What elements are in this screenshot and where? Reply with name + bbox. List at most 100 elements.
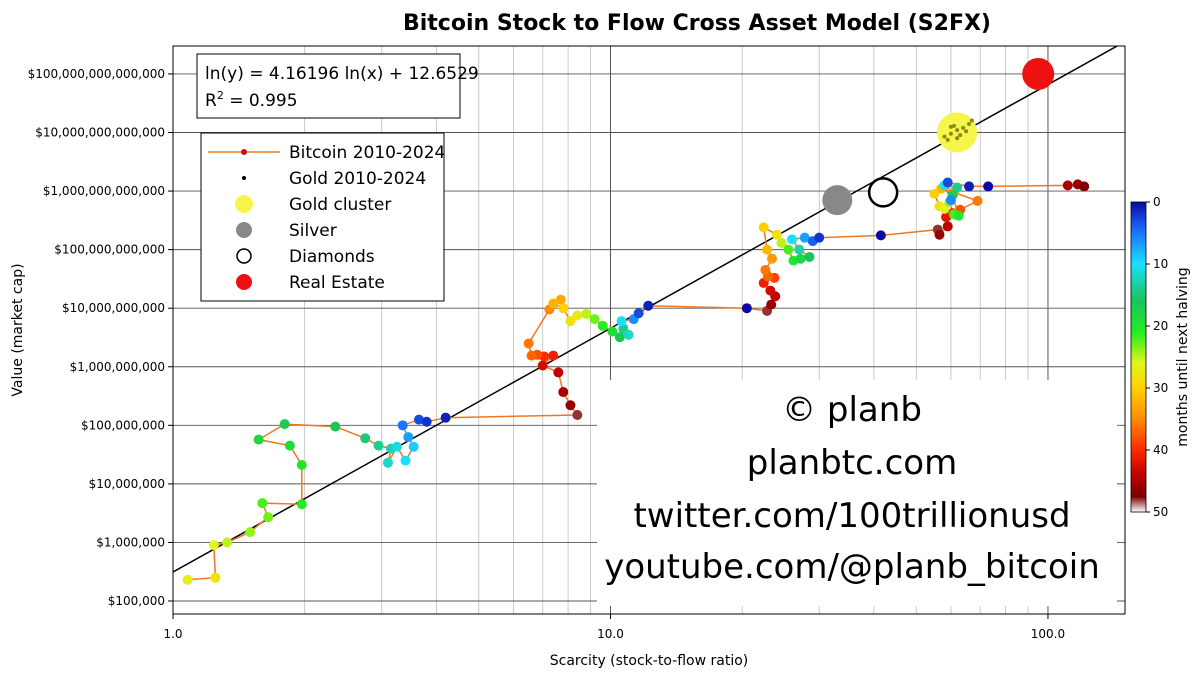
bitcoin-point — [972, 195, 983, 206]
bitcoin-point — [767, 253, 778, 264]
colorbar-tick-label: 40 — [1153, 443, 1168, 457]
bitcoin-point — [526, 350, 537, 361]
gold-point — [955, 136, 960, 141]
bitcoin-point — [413, 414, 424, 425]
bitcoin-point — [182, 574, 193, 585]
asset-diamonds — [867, 177, 899, 208]
bitcoin-point — [257, 498, 268, 509]
y-tick-label: $1,000,000,000 — [70, 360, 165, 374]
y-tick-label: $10,000,000 — [89, 477, 165, 491]
colorbar-tick-label: 50 — [1153, 505, 1168, 519]
bitcoin-point — [1062, 180, 1073, 191]
r-squared-symbol: R — [205, 91, 217, 111]
bitcoin-point — [537, 360, 548, 371]
y-tick-label: $1,000,000,000,000 — [43, 184, 165, 198]
colorbar-tick-label: 20 — [1153, 319, 1168, 333]
y-axis-label: Value (market cap) — [10, 263, 26, 396]
r-squared-exponent: 2 — [217, 89, 224, 102]
colorbar-tick-label: 30 — [1153, 381, 1168, 395]
bitcoin-point — [953, 210, 964, 221]
equation-text: ln(y) = 4.16196 ln(x) + 12.6529 — [205, 64, 479, 84]
legend-label-bitcoin: Bitcoin 2010-2024 — [289, 143, 445, 163]
bitcoin-point — [382, 457, 393, 468]
watermark-line-1: © planb — [782, 390, 922, 430]
bitcoin-point — [572, 410, 583, 421]
bitcoin-point — [397, 420, 408, 431]
asset-silver — [822, 185, 853, 216]
bitcoin-point — [440, 412, 451, 423]
y-tick-label: $100,000,000,000 — [54, 243, 165, 257]
chart-title: Bitcoin Stock to Flow Cross Asset Model … — [403, 11, 991, 36]
gold-point — [961, 125, 966, 130]
bitcoin-point — [964, 181, 975, 192]
bitcoin-point — [760, 264, 771, 275]
legend-item-gold-cluster: Gold cluster — [235, 195, 391, 215]
bitcoin-point — [623, 329, 634, 340]
legend-label-real-estate: Real Estate — [289, 273, 385, 293]
bitcoin-point — [983, 181, 994, 192]
asset-markers — [822, 57, 1055, 216]
bitcoin-point — [771, 229, 782, 240]
bitcoin-point — [279, 419, 290, 430]
bitcoin-point — [875, 230, 886, 241]
asset-gold-cluster — [937, 112, 978, 153]
bitcoin-point — [400, 455, 411, 466]
bitcoin-point — [548, 350, 559, 361]
legend-marker-gold-cluster — [235, 195, 253, 213]
bitcoin-point — [565, 400, 576, 411]
bitcoin-point — [794, 244, 805, 255]
bitcoin-point — [222, 537, 233, 548]
bitcoin-point — [296, 460, 307, 471]
colorbar-tick-label: 0 — [1153, 195, 1161, 209]
y-tick-label: $1,000,000 — [96, 535, 165, 549]
bitcoin-point — [758, 222, 769, 233]
bitcoin-point — [942, 177, 953, 188]
legend-item-real-estate: Real Estate — [236, 273, 385, 293]
watermark-line-4: youtube.com/@planb_bitcoin — [604, 547, 1100, 587]
legend-marker-silver — [236, 222, 252, 238]
legend-item-silver: Silver — [236, 221, 337, 241]
legend-item-bitcoin: Bitcoin 2010-2024 — [208, 143, 445, 163]
bitcoin-point — [934, 229, 945, 240]
bitcoin-point — [762, 244, 773, 255]
x-tick-label: 1.0 — [163, 627, 182, 641]
bitcoin-point — [253, 434, 264, 445]
legend-item-gold: Gold 2010-2024 — [242, 169, 426, 189]
bitcoin-point — [633, 308, 644, 319]
bitcoin-point — [945, 195, 956, 206]
y-tick-label: $100,000 — [108, 594, 165, 608]
legend-item-diamonds: Diamonds — [236, 247, 375, 267]
x-axis-ticks: 1.0 10.0 100.0 — [163, 614, 1065, 641]
watermark: © planb planbtc.com twitter.com/100trill… — [604, 390, 1100, 587]
colorbar-gradient — [1130, 201, 1147, 513]
colorbar-ticks: 0 10 20 30 40 50 — [1146, 195, 1168, 519]
bitcoin-point — [783, 244, 794, 255]
bitcoin-point — [284, 440, 295, 451]
gold-point — [958, 133, 963, 138]
bitcoin-point — [553, 367, 564, 378]
bitcoin-point — [804, 251, 815, 262]
legend-marker-gold — [242, 176, 246, 180]
bitcoin-point — [766, 299, 777, 310]
legend-label-gold: Gold 2010-2024 — [289, 169, 426, 189]
bitcoin-point — [614, 332, 625, 343]
r-squared: R2 = 0.995 — [205, 89, 298, 111]
bitcoin-point — [765, 285, 776, 296]
legend-label-diamonds: Diamonds — [289, 247, 375, 267]
watermark-line-2: planbtc.com — [747, 443, 957, 483]
gold-point — [967, 121, 972, 126]
bitcoin-point — [942, 221, 953, 232]
asset-real-estate — [1022, 57, 1055, 90]
bitcoin-point — [787, 234, 798, 245]
legend-frame — [200, 132, 445, 302]
legend-marker-diamonds — [236, 248, 252, 264]
bitcoin-point — [296, 499, 307, 510]
bitcoin-point — [616, 316, 627, 327]
bitcoin-point — [1079, 181, 1090, 192]
x-tick-label: 100.0 — [1031, 627, 1065, 641]
gold-point — [945, 137, 950, 142]
bitcoin-point — [814, 232, 825, 243]
legend-marker-bitcoin — [241, 149, 247, 155]
r-squared-value: = 0.995 — [224, 91, 298, 111]
